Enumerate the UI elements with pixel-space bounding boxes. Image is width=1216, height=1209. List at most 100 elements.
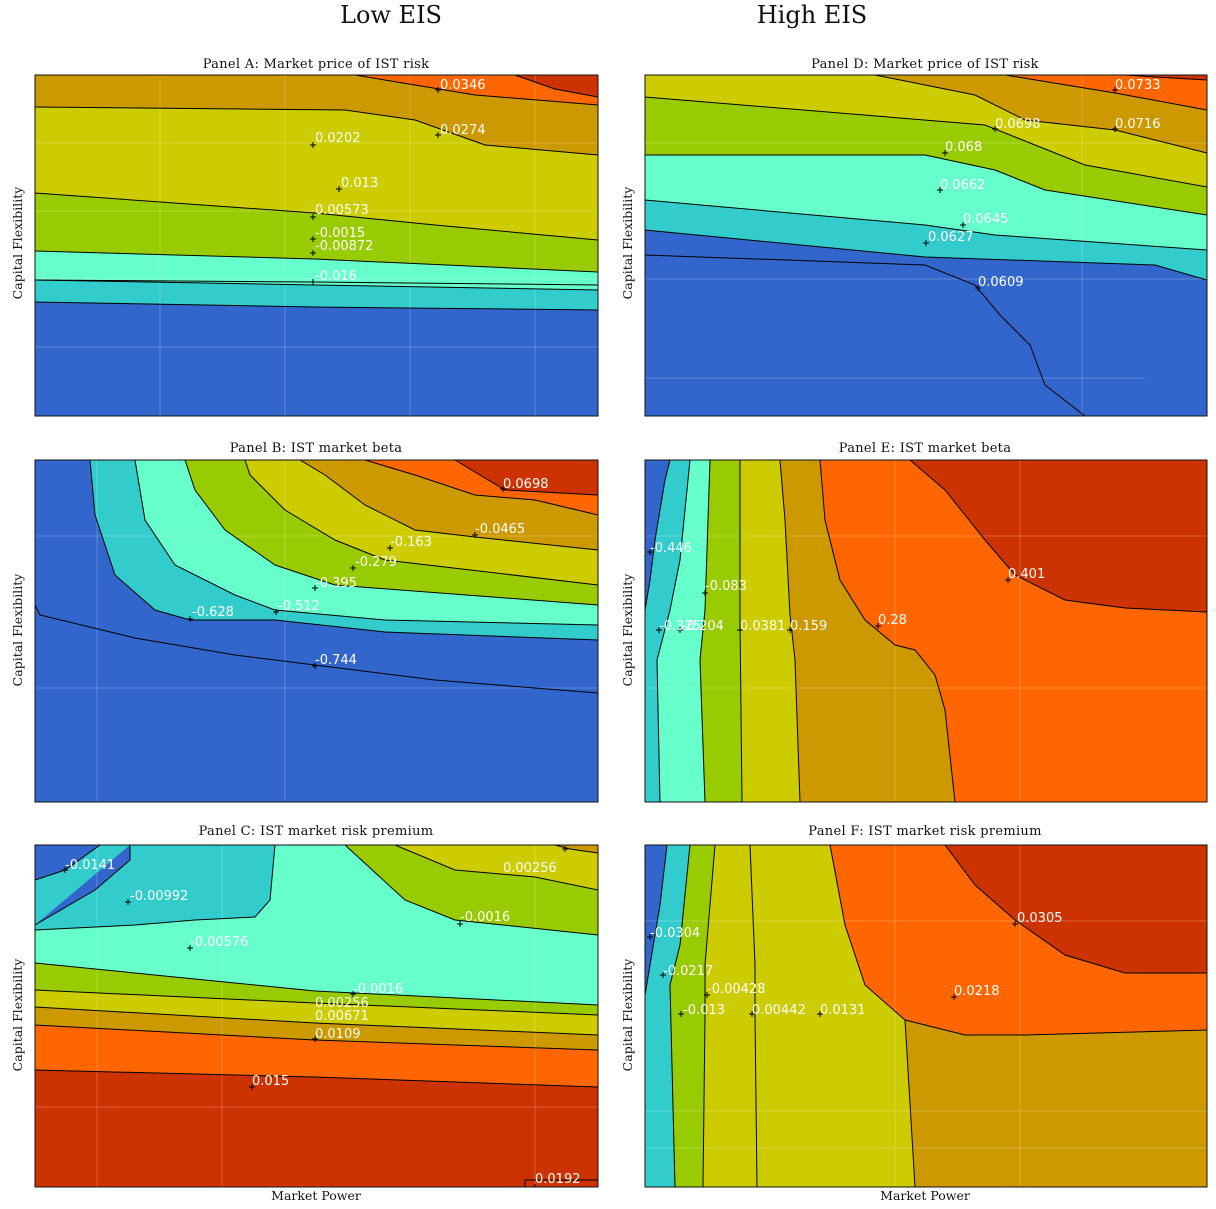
panel-a-band-7 xyxy=(515,75,598,97)
panel-d-ylabel: Capital Flexibility xyxy=(620,186,635,300)
panel-d-plot: 0.0733 0.0698 0.0716 0.068 0.0662 0.0645… xyxy=(645,75,1207,416)
panel-f-band-0 xyxy=(645,845,667,995)
panel-c-frame xyxy=(34,844,599,1188)
panel-b-band-7 xyxy=(455,460,598,495)
panel-a-label-0: 0.0346 xyxy=(440,78,486,93)
panel-e-label-1: -0.083 xyxy=(705,579,747,594)
panel-e-band-1 xyxy=(645,460,690,802)
panel-e-label-2: 0.401 xyxy=(1008,567,1045,582)
panel-d: Panel D: Market price of IST risk Capita… xyxy=(620,57,1208,417)
panel-c-contour-markers xyxy=(62,846,568,1187)
panel-b-ylabel: Capital Flexibility xyxy=(10,573,25,687)
panel-a-ylabel: Capital Flexibility xyxy=(10,186,25,300)
panel-f-label-4: -0.00428 xyxy=(707,982,765,997)
panel-b-title: Panel B: IST market beta xyxy=(230,441,403,456)
panel-d-label-1: 0.0698 xyxy=(995,117,1041,132)
panel-a-plot: 0.0346 0.0274 0.0202 0.013 0.00573 -0.00… xyxy=(35,75,598,416)
panel-f-plot: 0.0305 -0.0304 -0.0217 0.0218 -0.00428 -… xyxy=(645,845,1207,1187)
panel-b-label-6: -0.628 xyxy=(192,605,234,620)
panel-c-label-4: -0.00576 xyxy=(190,935,248,950)
panel-a-grid xyxy=(35,75,598,416)
panel-c-label-6: 0.00256 xyxy=(315,996,369,1011)
panel-a-label-6: -0.00872 xyxy=(315,239,373,254)
panel-e-grid xyxy=(645,460,1207,802)
panel-f-xlabel: Market Power xyxy=(880,1188,970,1203)
panel-f-ylabel: Capital Flexibility xyxy=(620,958,635,1072)
panel-e-label-4: -0.204 xyxy=(682,619,724,634)
panel-e-frame xyxy=(644,459,1208,803)
panel-c-label-5: -0.0016 xyxy=(353,982,403,997)
panel-d-label-4: 0.0662 xyxy=(940,178,986,193)
panel-f-label-1: -0.0304 xyxy=(650,926,700,941)
panel-d-contour-markers xyxy=(923,87,1118,291)
panel-d-label-3: 0.068 xyxy=(945,140,982,155)
panel-c-band-0 xyxy=(35,845,130,925)
panel-e-label-5: 0.0381 xyxy=(740,619,786,634)
panel-c-title: Panel C: IST market risk premium xyxy=(199,824,434,839)
panel-e-ylabel: Capital Flexibility xyxy=(620,573,635,687)
panel-f-grid xyxy=(645,845,1207,1187)
panel-a-label-4: 0.00573 xyxy=(315,203,369,218)
panel-e-label-3: -0.325 xyxy=(659,619,701,634)
panel-f-contour-markers xyxy=(647,921,1018,1017)
panel-c-ylabel: Capital Flexibility xyxy=(10,958,25,1072)
panel-f-band-4b xyxy=(750,845,915,1187)
panel-d-label-0: 0.0733 xyxy=(1115,78,1161,93)
panel-c-label-3: -0.0016 xyxy=(460,910,510,925)
panel-b-label-5: -0.512 xyxy=(278,599,320,614)
panel-b-label-3: -0.279 xyxy=(355,555,397,570)
panel-a-label-2: 0.0202 xyxy=(315,131,361,146)
panel-d-grid xyxy=(645,75,1207,416)
panel-c-label-2: -0.00992 xyxy=(130,889,188,904)
panel-f-label-3: 0.0218 xyxy=(954,984,1000,999)
panel-a-frame xyxy=(34,74,599,417)
panel-e-plot: -0.446 -0.083 0.401 -0.325 -0.204 0.0381… xyxy=(645,460,1207,802)
panel-f: Panel F: IST market risk premium Capital… xyxy=(620,824,1208,1203)
panel-e: Panel E: IST market beta Capital Flexibi… xyxy=(620,441,1208,803)
panel-b-contour-markers xyxy=(187,486,506,669)
panel-a: Panel A: Market price of IST risk Capita… xyxy=(10,57,599,417)
panel-f-label-7: 0.0131 xyxy=(820,1003,866,1018)
panel-c-label-7: 0.00671 xyxy=(315,1009,369,1024)
panel-d-label-6: 0.0627 xyxy=(928,230,974,245)
column-title-low-eis: Low EIS xyxy=(340,1,442,29)
panel-d-title: Panel D: Market price of IST risk xyxy=(811,57,1039,72)
panel-c-label-0: -0.0141 xyxy=(65,858,115,873)
panel-b-grid xyxy=(35,460,598,802)
panel-b-plot: 0.0698 -0.0465 -0.163 -0.279 -0.395 -0.5… xyxy=(35,460,598,802)
panel-c-label-9: 0.015 xyxy=(252,1074,289,1089)
panel-e-band-0 xyxy=(645,460,670,610)
panel-f-label-5: -0.013 xyxy=(683,1003,725,1018)
panel-c-label-1: 0.00256 xyxy=(503,861,557,876)
panel-d-contour-lines xyxy=(645,75,1207,416)
panel-d-band-6 xyxy=(1005,75,1207,110)
panel-e-contour-lines xyxy=(645,460,1207,802)
panel-b-label-0: 0.0698 xyxy=(503,477,549,492)
panel-b-frame xyxy=(34,459,599,803)
panel-f-contour-lines xyxy=(645,845,1207,1187)
panel-b: Panel B: IST market beta Capital Flexibi… xyxy=(10,441,599,803)
panel-c-band-4b xyxy=(395,845,598,890)
panel-e-contour-markers xyxy=(647,549,1011,633)
panel-a-label-1: 0.0274 xyxy=(440,123,486,138)
panel-e-label-6: 0.159 xyxy=(790,619,827,634)
panel-c-band-1 xyxy=(35,845,275,930)
panel-f-label-0: 0.0305 xyxy=(1017,911,1063,926)
panel-a-title: Panel A: Market price of IST risk xyxy=(203,57,430,72)
panel-c-plot: -0.0141 0.00256 -0.00992 -0.0016 -0.0057… xyxy=(35,845,598,1187)
panel-b-label-4: -0.395 xyxy=(315,576,357,591)
panel-f-label-2: -0.0217 xyxy=(663,964,713,979)
panel-c-label-10: 0.0192 xyxy=(535,1172,581,1187)
panel-c-xlabel: Market Power xyxy=(271,1188,361,1203)
panel-b-label-2: -0.163 xyxy=(390,535,432,550)
panel-f-title: Panel F: IST market risk premium xyxy=(808,824,1041,839)
panel-c: Panel C: IST market risk premium Capital… xyxy=(10,824,599,1203)
panel-a-contour-markers xyxy=(310,87,441,285)
panel-c-grid xyxy=(35,845,598,1187)
panel-f-label-6: 0.00442 xyxy=(752,1003,806,1018)
panel-d-label-5: 0.0645 xyxy=(963,212,1009,227)
panel-c-label-8: 0.0109 xyxy=(315,1027,361,1042)
panel-f-frame xyxy=(644,844,1208,1188)
panel-b-contour-lines xyxy=(35,460,598,694)
